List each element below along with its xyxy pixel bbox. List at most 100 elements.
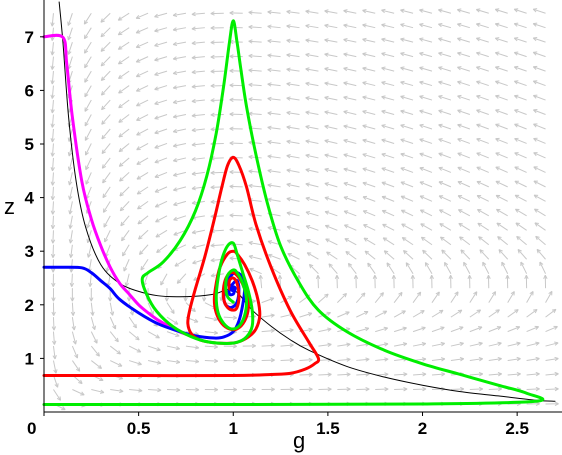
field-arrow [305,81,319,87]
field-arrow [267,168,281,174]
field-arrow [50,157,55,172]
field-arrow [450,357,465,362]
field-arrow [476,123,489,130]
field-arrow [545,341,559,347]
field-arrow [117,56,130,65]
field-arrow [173,215,187,221]
field-arrow [412,342,427,347]
field-arrow [172,128,187,134]
field-arrow [286,110,300,116]
field-arrow [324,153,338,159]
field-arrow [154,12,168,18]
field-arrow [67,27,73,41]
field-arrow [51,288,56,302]
field-arrow [160,273,168,286]
field-arrow [419,8,433,14]
field-arrow [210,11,224,16]
field-arrow [488,356,502,362]
field-arrow [267,53,281,58]
field-arrow [137,215,149,225]
field-arrow [117,12,130,21]
field-arrow [154,27,168,33]
field-arrow [91,360,103,370]
field-arrow [210,54,224,60]
field-arrow [147,345,161,352]
field-arrow [507,341,521,347]
field-arrow [381,181,395,188]
field-arrow [532,37,546,43]
field-arrow [191,40,205,46]
field-arrow [469,341,483,347]
field-arrow [526,308,538,318]
field-arrow [476,166,489,173]
field-arrow [539,261,546,274]
field-arrow [83,12,92,25]
field-arrow [185,359,200,364]
field-arrow [536,248,546,260]
field-arrow [457,152,471,159]
field-arrow [438,166,452,173]
field-arrow [438,209,452,217]
field-arrow [100,56,111,67]
field-arrow [533,152,546,159]
field-arrow [286,9,300,15]
field-arrow [463,261,471,274]
field-arrow [248,24,262,30]
field-arrow [431,309,444,318]
field-arrow [280,357,294,363]
field-arrow [429,274,434,289]
field-arrow [400,23,414,29]
field-arrow [400,181,414,188]
field-arrow [318,327,332,333]
field-arrow [478,236,490,246]
field-arrow [85,157,92,171]
field-arrow [495,94,508,101]
field-arrow [305,52,319,58]
field-arrow [534,222,546,231]
field-arrow [343,9,357,14]
field-arrow [50,13,55,27]
field-arrow [400,152,414,159]
field-arrow [84,128,92,141]
field-arrow [343,110,357,116]
field-arrow [381,23,395,29]
field-arrow [514,137,527,144]
field-arrow [83,27,92,40]
field-arrow [422,249,433,260]
field-arrow [154,41,168,47]
field-arrow [495,194,508,202]
field-arrow [372,274,378,289]
field-arrow [450,291,459,303]
field-arrow [166,387,181,393]
field-arrow [91,389,105,394]
field-arrow [343,23,357,29]
field-arrow [68,230,74,244]
field-arrow [229,97,243,102]
field-arrow [52,331,57,345]
field-arrow [400,195,414,202]
field-arrow [343,95,357,101]
field-arrow [166,302,175,314]
field-arrow [84,99,92,112]
field-arrow [545,308,557,318]
field-arrow [286,81,300,87]
field-arrow [517,249,527,260]
field-arrow [172,70,187,76]
field-arrow [533,123,546,130]
field-arrow [306,252,319,260]
field-arrow [191,69,205,75]
field-arrow [533,180,546,188]
field-arrow [337,357,351,362]
field-arrow [305,139,319,144]
field-arrow [248,226,262,232]
field-arrow [498,249,509,260]
field-arrow [488,291,497,303]
field-arrow [545,325,558,333]
field-arrow [545,386,559,392]
field-arrow [419,51,433,58]
field-arrow [495,65,508,72]
field-arrow [495,123,508,130]
field-arrow [229,112,243,117]
field-arrow [129,388,143,393]
field-arrow [533,166,546,173]
